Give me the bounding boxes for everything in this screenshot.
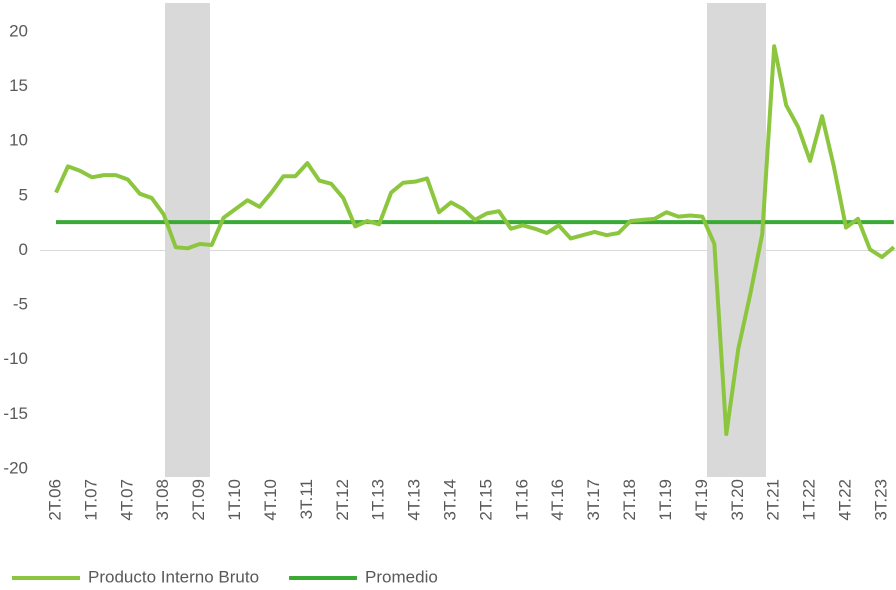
y-tick-label: 15 bbox=[9, 76, 28, 95]
x-tick-label: 2T.06 bbox=[45, 479, 64, 521]
x-tick-label: 1T.16 bbox=[512, 479, 531, 521]
x-tick-label: 1T.07 bbox=[81, 479, 100, 521]
x-tick-label: 3T.23 bbox=[871, 479, 890, 521]
x-tick-label: 3T.20 bbox=[728, 479, 747, 521]
y-tick-label: -15 bbox=[3, 404, 28, 423]
y-tick-label: 5 bbox=[19, 185, 28, 204]
x-tick-label: 1T.22 bbox=[800, 479, 819, 521]
x-tick-label: 2T.09 bbox=[189, 479, 208, 521]
x-tick-label: 2T.15 bbox=[476, 479, 495, 521]
x-tick-label: 4T.19 bbox=[692, 479, 711, 521]
x-tick-label: 1T.13 bbox=[369, 479, 388, 521]
legend-label: Promedio bbox=[365, 567, 438, 586]
y-tick-label: -5 bbox=[13, 295, 28, 314]
x-tick-label: 3T.11 bbox=[297, 479, 316, 519]
x-tick-label: 3T.08 bbox=[153, 479, 172, 521]
x-tick-label: 3T.17 bbox=[584, 479, 603, 521]
x-tick-label: 4T.13 bbox=[405, 479, 424, 521]
x-tick-label: 4T.10 bbox=[261, 479, 280, 521]
x-tick-label: 4T.16 bbox=[548, 479, 567, 521]
y-tick-label: 10 bbox=[9, 131, 28, 150]
legend-label: Producto Interno Bruto bbox=[88, 567, 259, 586]
x-tick-label: 2T.21 bbox=[764, 479, 783, 521]
x-tick-label: 4T.22 bbox=[836, 479, 855, 521]
recession-band bbox=[707, 3, 766, 477]
x-tick-label: 2T.12 bbox=[333, 479, 352, 521]
x-tick-label: 2T.18 bbox=[620, 479, 639, 521]
y-tick-label: -20 bbox=[3, 458, 28, 477]
y-tick-label: 0 bbox=[19, 240, 28, 259]
x-tick-label: 4T.07 bbox=[117, 479, 136, 521]
x-tick-label: 3T.14 bbox=[440, 479, 459, 521]
y-tick-label: -10 bbox=[3, 349, 28, 368]
series-line bbox=[54, 44, 896, 437]
x-tick-label: 1T.10 bbox=[225, 479, 244, 521]
x-tick-label: 1T.19 bbox=[656, 479, 675, 521]
y-tick-label: 20 bbox=[9, 21, 28, 40]
